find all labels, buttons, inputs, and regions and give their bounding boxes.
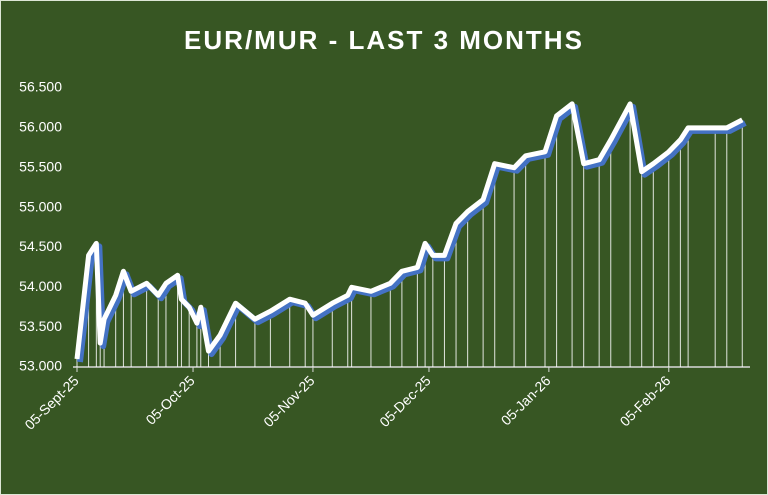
y-tick-label: 54.000 [19,278,62,294]
y-tick-label: 53.000 [19,358,62,374]
y-tick-label: 56.500 [19,79,62,95]
y-tick-label: 55.500 [19,158,62,174]
y-tick-label: 56.000 [19,119,62,135]
chart-title: EUR/MUR - LAST 3 MONTHS [184,25,584,55]
line [74,101,744,360]
line-shadow [77,103,747,363]
y-tick-label: 53.500 [19,318,62,334]
y-tick-label: 55.000 [19,198,62,214]
y-tick-label: 54.500 [19,238,62,254]
